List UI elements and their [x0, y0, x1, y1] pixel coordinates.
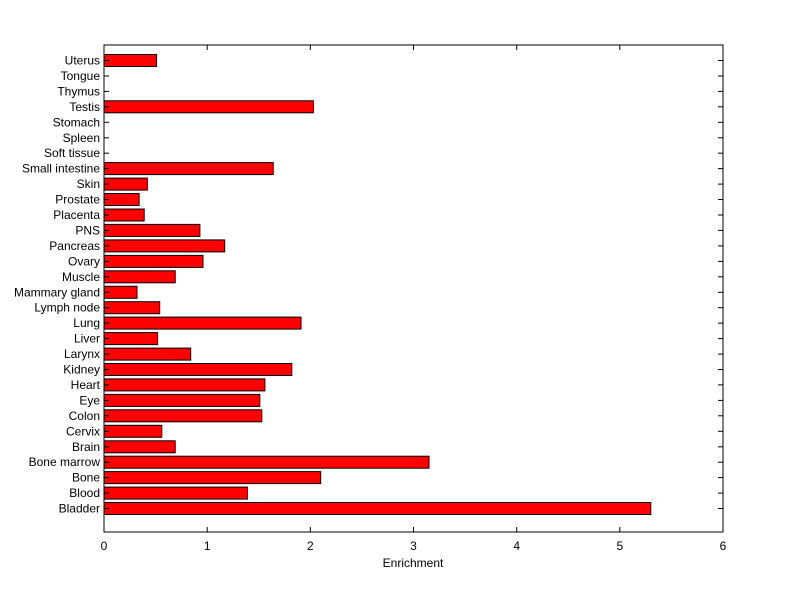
y-tick-label: Stomach — [53, 115, 100, 129]
x-tick-label: 4 — [513, 539, 520, 553]
y-tick-label: Mammary gland — [14, 285, 100, 299]
bar-skin — [103, 177, 148, 191]
bar-muscle — [103, 270, 176, 284]
y-tick-label: Prostate — [55, 193, 100, 207]
x-tick-label: 0 — [101, 539, 108, 553]
bar-eye — [103, 393, 261, 407]
y-tick-label: Spleen — [63, 131, 100, 145]
bar-heart — [103, 378, 266, 392]
y-tick-label: Heart — [71, 378, 101, 392]
y-tick-label: Blood — [69, 486, 100, 500]
y-tick-label: Soft tissue — [44, 146, 100, 160]
bar-bone — [103, 471, 322, 485]
y-tick-label: Skin — [77, 177, 100, 191]
plot-area — [104, 45, 723, 532]
bar-blood — [103, 486, 248, 500]
x-tick-label: 2 — [307, 539, 314, 553]
bar-placenta — [103, 208, 145, 222]
bar-testis — [103, 100, 314, 114]
x-axis-ticks: 0 1 2 3 4 5 6 — [101, 45, 727, 553]
y-tick-label: Ovary — [68, 254, 100, 268]
y-tick-label: Muscle — [62, 270, 100, 284]
x-tick-label: 3 — [410, 539, 417, 553]
y-tick-label: Placenta — [53, 208, 100, 222]
bar-bone-marrow — [103, 455, 430, 469]
bar-kidney — [103, 363, 293, 376]
y-tick-label: Bone marrow — [29, 455, 101, 469]
bar-colon — [103, 409, 263, 423]
bar-uterus — [103, 54, 158, 67]
y-tick-label: Thymus — [57, 84, 100, 98]
bar-lymph-node — [103, 301, 161, 315]
bar-brain — [103, 440, 176, 454]
y-tick-label: Lung — [73, 316, 100, 330]
y-tick-label: Cervix — [66, 424, 100, 438]
bar-liver — [103, 332, 159, 346]
y-tick-label: Bone — [72, 471, 100, 485]
y-tick-label: Pancreas — [49, 239, 100, 253]
y-tick-label: Brain — [72, 440, 100, 454]
bar-small-intestine — [103, 162, 274, 176]
bar-pancreas — [103, 239, 226, 253]
y-tick-label: Testis — [69, 100, 100, 114]
bar-larynx — [103, 347, 192, 361]
y-tick-label: Lymph node — [34, 301, 100, 315]
bar-bladder — [103, 502, 652, 515]
bar-prostate — [103, 193, 140, 206]
x-tick-label: 6 — [720, 539, 727, 553]
bar-pns — [103, 223, 201, 237]
y-tick-label: PNS — [75, 223, 100, 237]
x-tick-label: 5 — [616, 539, 623, 553]
y-tick-label: Larynx — [64, 347, 100, 361]
y-tick-label: Colon — [69, 409, 100, 423]
y-tick-label: Liver — [74, 332, 100, 346]
bar-ovary — [103, 254, 204, 268]
y-tick-label: Bladder — [59, 502, 100, 516]
y-tick-label: Tongue — [61, 69, 101, 83]
y-tick-label: Kidney — [63, 363, 100, 377]
y-tick-label: Uterus — [65, 54, 100, 68]
y-tick-label: Eye — [79, 393, 100, 407]
bar-lung — [103, 316, 302, 330]
bar-cervix — [103, 424, 163, 438]
plot-frame — [103, 44, 724, 533]
x-tick-label: 1 — [204, 539, 211, 553]
x-axis-label: Enrichment — [383, 556, 444, 570]
y-tick-label: Small intestine — [22, 162, 100, 176]
